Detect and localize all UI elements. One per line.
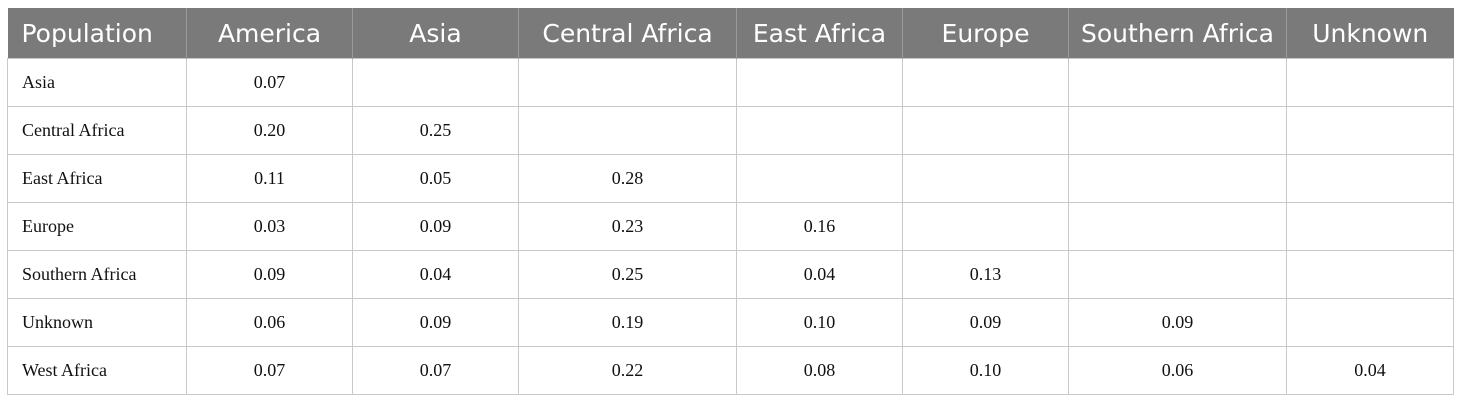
row-label-cell: Unknown: [7, 298, 187, 347]
row-label-cell: Central Africa: [7, 106, 187, 155]
value-cell: [1068, 250, 1287, 299]
table-row: Asia 0.07: [7, 58, 1454, 107]
value-cell: [736, 106, 903, 155]
table-row: West Africa 0.07 0.07 0.22 0.08 0.10 0.06 0.04: [7, 346, 1454, 395]
value-cell: 0.11: [186, 154, 353, 203]
row-label-cell: Europe: [7, 202, 187, 251]
value-cell: 0.09: [186, 250, 353, 299]
header-cell: America: [186, 8, 353, 59]
value-cell: 0.07: [186, 346, 353, 395]
row-label-cell: Southern Africa: [7, 250, 187, 299]
table-body: Asia 0.07 Central Africa 0.20 0.25 East Afric…: [7, 58, 1454, 395]
header-row: Population America Asia Central Africa E…: [7, 8, 1454, 59]
header-cell: East Africa: [736, 8, 903, 59]
value-cell: [1068, 106, 1287, 155]
value-cell: [352, 58, 519, 107]
value-cell: [1286, 298, 1454, 347]
value-cell: 0.03: [186, 202, 353, 251]
value-cell: 0.09: [902, 298, 1069, 347]
value-cell: [1068, 154, 1287, 203]
value-cell: 0.04: [352, 250, 519, 299]
table-row: Southern Africa 0.09 0.04 0.25 0.04 0.13: [7, 250, 1454, 299]
value-cell: 0.09: [352, 202, 519, 251]
value-cell: 0.07: [352, 346, 519, 395]
value-cell: [736, 58, 903, 107]
value-cell: 0.25: [352, 106, 519, 155]
value-cell: 0.08: [736, 346, 903, 395]
value-cell: 0.28: [518, 154, 737, 203]
table-header: Population America Asia Central Africa E…: [7, 8, 1454, 59]
value-cell: [902, 58, 1069, 107]
table-row: East Africa 0.11 0.05 0.28: [7, 154, 1454, 203]
header-cell: Europe: [902, 8, 1069, 59]
header-cell: Southern Africa: [1068, 8, 1287, 59]
value-cell: 0.04: [1286, 346, 1454, 395]
table-row: Central Africa 0.20 0.25: [7, 106, 1454, 155]
value-cell: 0.22: [518, 346, 737, 395]
table-container: Population America Asia Central Africa E…: [7, 8, 1454, 395]
value-cell: 0.23: [518, 202, 737, 251]
row-label-cell: East Africa: [7, 154, 187, 203]
value-cell: 0.06: [1068, 346, 1287, 395]
value-cell: [1286, 58, 1454, 107]
row-label-cell: Asia: [7, 58, 187, 107]
value-cell: [1286, 154, 1454, 203]
value-cell: 0.09: [1068, 298, 1287, 347]
value-cell: [1068, 58, 1287, 107]
value-cell: 0.04: [736, 250, 903, 299]
value-cell: [736, 154, 903, 203]
value-cell: [902, 202, 1069, 251]
value-cell: [1286, 202, 1454, 251]
row-label-cell: West Africa: [7, 346, 187, 395]
value-cell: [902, 154, 1069, 203]
value-cell: [1286, 250, 1454, 299]
value-cell: [518, 106, 737, 155]
value-cell: 0.06: [186, 298, 353, 347]
value-cell: [518, 58, 737, 107]
header-cell: Population: [7, 8, 187, 59]
value-cell: 0.05: [352, 154, 519, 203]
value-cell: 0.13: [902, 250, 1069, 299]
population-distance-table: Population America Asia Central Africa E…: [7, 8, 1454, 395]
header-cell: Unknown: [1286, 8, 1454, 59]
value-cell: 0.16: [736, 202, 903, 251]
table-row: Europe 0.03 0.09 0.23 0.16: [7, 202, 1454, 251]
value-cell: 0.20: [186, 106, 353, 155]
value-cell: [1286, 106, 1454, 155]
header-cell: Central Africa: [518, 8, 737, 59]
value-cell: 0.07: [186, 58, 353, 107]
value-cell: 0.10: [736, 298, 903, 347]
value-cell: 0.25: [518, 250, 737, 299]
value-cell: 0.09: [352, 298, 519, 347]
header-cell: Asia: [352, 8, 519, 59]
value-cell: [1068, 202, 1287, 251]
value-cell: [902, 106, 1069, 155]
table-row: Unknown 0.06 0.09 0.19 0.10 0.09 0.09: [7, 298, 1454, 347]
value-cell: 0.19: [518, 298, 737, 347]
value-cell: 0.10: [902, 346, 1069, 395]
